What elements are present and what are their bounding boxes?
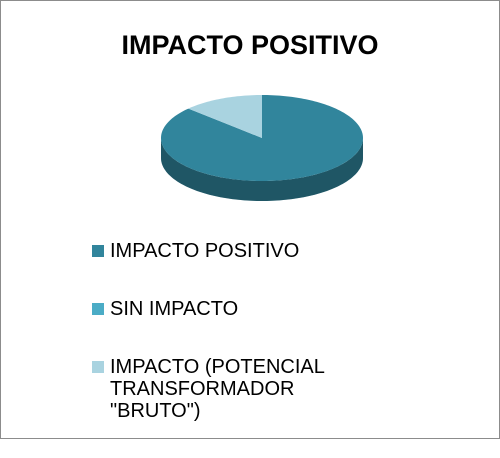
legend-label: IMPACTO POSITIVO bbox=[110, 240, 300, 262]
legend-item: IMPACTO (POTENCIAL TRANSFORMADOR "BRUTO"… bbox=[92, 356, 392, 422]
pie-slice bbox=[161, 95, 363, 181]
legend-label: SIN IMPACTO bbox=[110, 298, 239, 320]
legend: IMPACTO POSITIVO SIN IMPACTO IMPACTO (POTE… bbox=[92, 240, 392, 458]
chart-title: IMPACTO POSITIVO bbox=[121, 30, 379, 60]
legend-item: SIN IMPACTO bbox=[92, 298, 392, 320]
pie-chart bbox=[161, 95, 363, 201]
pie-side bbox=[161, 138, 363, 201]
legend-swatch bbox=[92, 245, 104, 257]
legend-swatch bbox=[92, 361, 104, 373]
pie-slice bbox=[188, 95, 262, 138]
legend-item: IMPACTO POSITIVO bbox=[92, 240, 392, 262]
legend-swatch bbox=[92, 303, 104, 315]
pie-side-shade bbox=[161, 138, 363, 201]
legend-label: IMPACTO (POTENCIAL TRANSFORMADOR "BRUTO"… bbox=[110, 356, 325, 422]
